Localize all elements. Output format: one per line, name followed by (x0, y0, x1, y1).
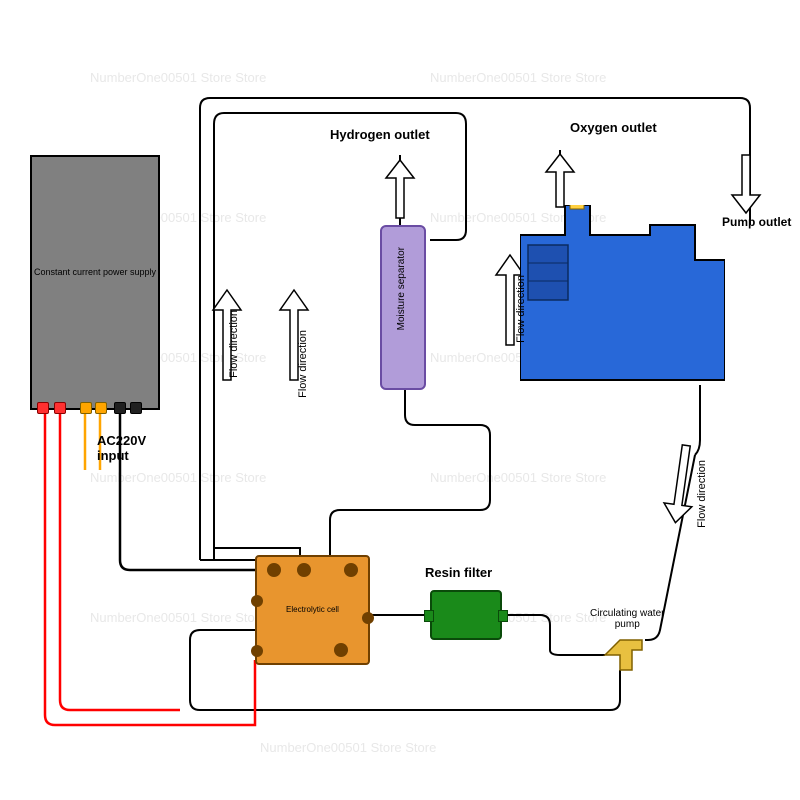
power-supply-label: Constant current power supply (32, 267, 158, 278)
resin-filter-label: Resin filter (425, 565, 492, 580)
ac220v-label: AC220V input (97, 433, 146, 463)
hydrogen-outlet-label: Hydrogen outlet (330, 127, 430, 142)
oxygen-outlet-label: Oxygen outlet (570, 120, 657, 135)
moisture-separator: Moisture separator (380, 225, 426, 390)
resin-port (498, 610, 508, 622)
watermark: NumberOne00501 Store Store (260, 740, 436, 755)
oxygen-tank (520, 205, 725, 385)
circulating-pump (605, 640, 645, 670)
electrolytic-cell: Electrolytic cell (255, 555, 370, 665)
cell-port (334, 643, 348, 657)
pump-outlet-label: Pump outlet (722, 215, 791, 229)
cell-port (344, 563, 358, 577)
cell-port (297, 563, 311, 577)
watermark: NumberOne00501 Store Store (90, 470, 266, 485)
flow-direction-label: Flow direction (696, 460, 708, 528)
watermark: NumberOne00501 Store Store (430, 70, 606, 85)
flow-direction-label: Flow direction (297, 330, 309, 398)
terminal-yellow (95, 402, 107, 414)
watermark: NumberOne00501 Store Store (90, 610, 266, 625)
moisture-separator-label: Moisture separator (396, 247, 407, 330)
terminal-yellow (80, 402, 92, 414)
circulating-pump-label: Circulating water pump (590, 608, 664, 630)
terminal-red (37, 402, 49, 414)
cell-port (267, 563, 281, 577)
terminal-red (54, 402, 66, 414)
flow-direction-label: Flow direction (515, 275, 527, 343)
cell-port (362, 612, 374, 624)
watermark: NumberOne00501 Store Store (430, 470, 606, 485)
watermark: NumberOne00501 Store Store (90, 70, 266, 85)
resin-port (424, 610, 434, 622)
power-supply: Constant current power supply (30, 155, 160, 410)
cell-port (251, 645, 263, 657)
terminal-black (114, 402, 126, 414)
flow-direction-label: Flow direction (228, 310, 240, 378)
cell-port (251, 595, 263, 607)
resin-filter (430, 590, 502, 640)
electrolytic-cell-label: Electrolytic cell (257, 605, 368, 614)
terminal-black (130, 402, 142, 414)
